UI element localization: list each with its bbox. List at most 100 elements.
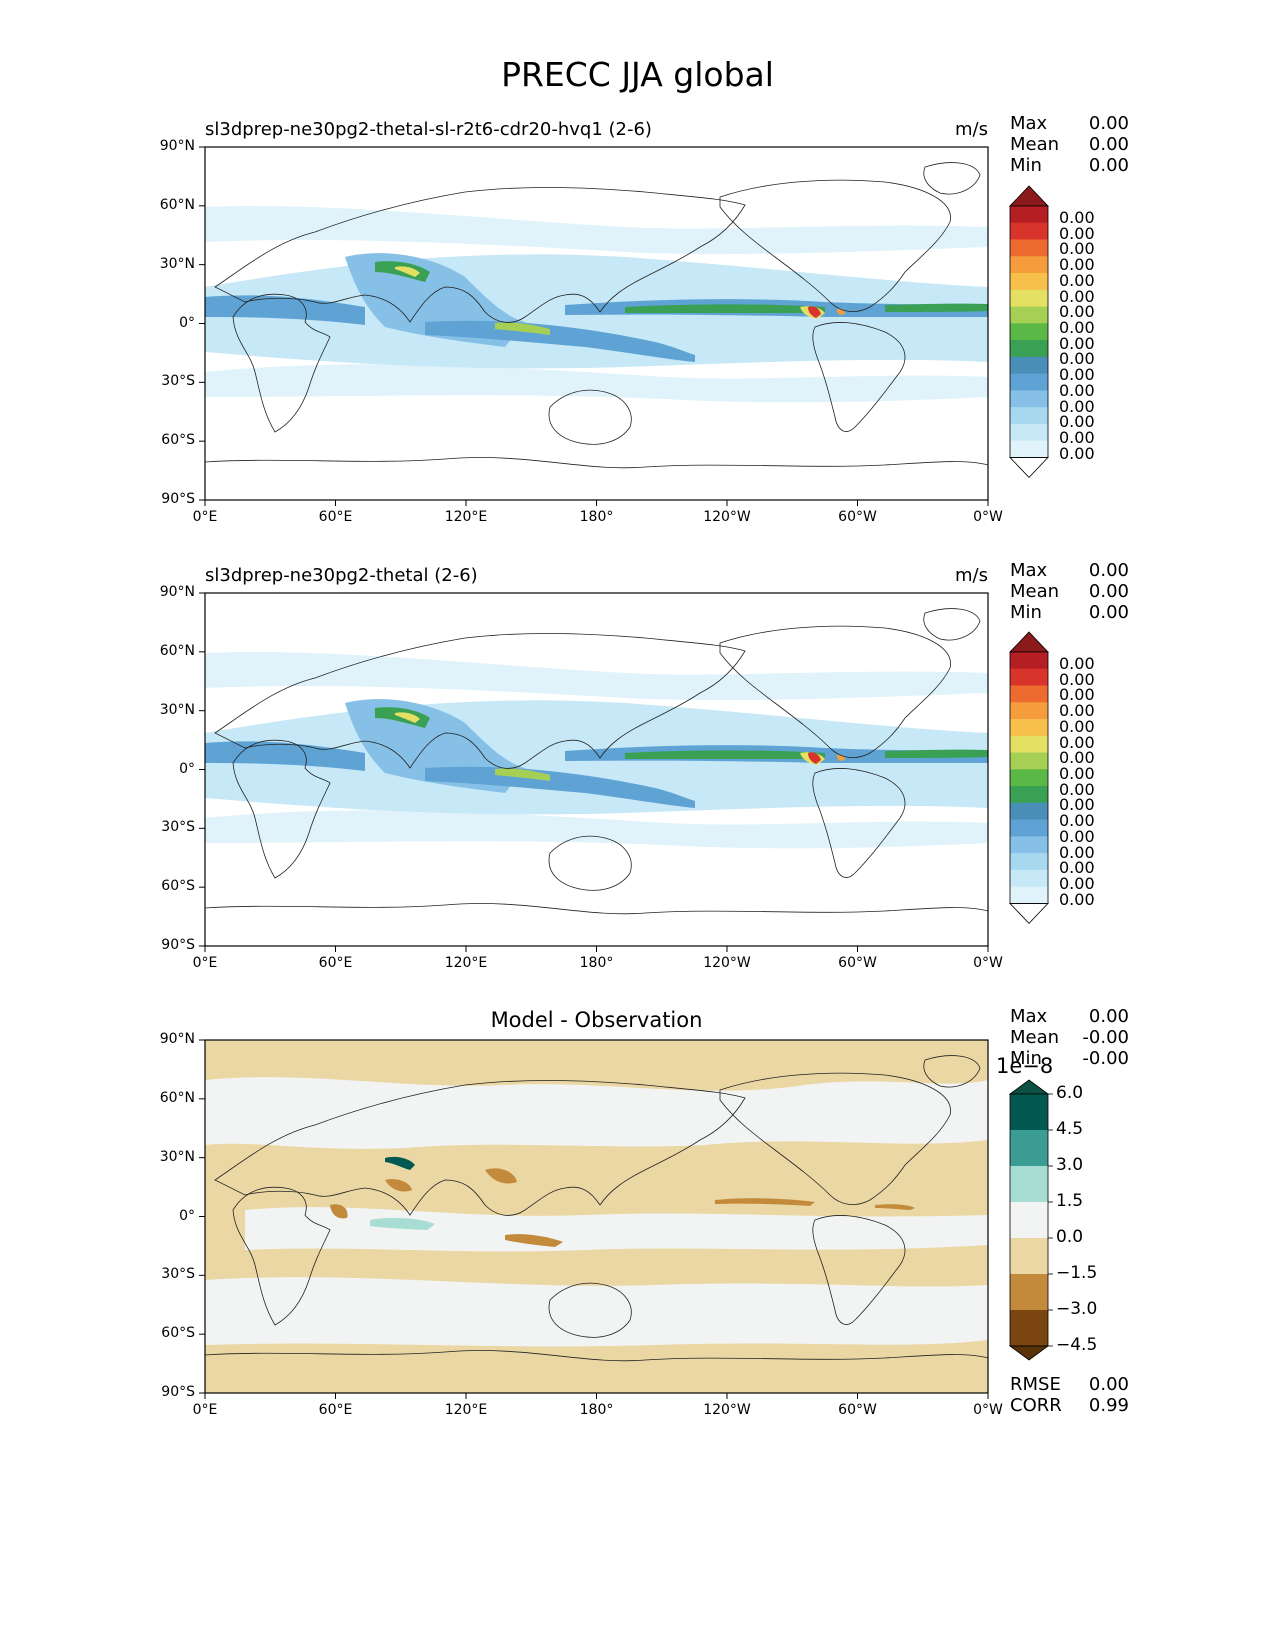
colorbar-label: 0.00 (1059, 779, 1095, 799)
panel1-mean-value: 0.00 (1088, 134, 1129, 155)
colorbar-segment (1010, 1166, 1048, 1203)
lon-tick-label: 60°W (838, 509, 877, 525)
colorbar-segment (1010, 802, 1048, 821)
colorbar-segment (1010, 769, 1048, 787)
colorbar-segment (1010, 222, 1048, 240)
lon-tick-label: 60°W (838, 1402, 877, 1418)
colorbar-segment (1010, 440, 1048, 458)
panel2-mean-label: Mean (1010, 581, 1060, 602)
colorbar-segment (1010, 869, 1048, 888)
lon-tick-label: 120°E (444, 509, 488, 525)
colorbar-label: 0.00 (1059, 763, 1095, 783)
colorbar-exponent: 1e−8 (996, 1054, 1054, 1078)
colorbar-label: 0.00 (1059, 653, 1095, 673)
colorbar-label: 0.00 (1059, 396, 1095, 416)
lat-tick-label: 60°S (161, 1325, 195, 1342)
colorbar-label: 0.00 (1059, 669, 1095, 689)
panel2-max-value: 0.00 (1088, 560, 1129, 581)
colorbar-label: 0.00 (1059, 443, 1095, 463)
lat-tick-label: 30°S (161, 819, 195, 836)
lat-tick-label: 60°S (161, 878, 195, 895)
colorbar-segment (1010, 752, 1048, 770)
colorbar-label: 0.00 (1059, 716, 1095, 736)
colorbar-label: 0.00 (1059, 732, 1095, 752)
colorbar-segment (1010, 886, 1048, 904)
panel3-title: Model - Observation (490, 1008, 703, 1032)
colorbar-label: 0.00 (1059, 270, 1095, 290)
colorbar-label: 0.0 (1056, 1227, 1084, 1247)
colorbar-segment (1010, 853, 1048, 871)
lon-tick-label: 180° (579, 509, 614, 525)
colorbar-segment (1010, 685, 1048, 703)
colorbar-segment (1010, 205, 1048, 224)
lon-tick-label: 60°E (318, 509, 353, 525)
panel3-min-label: Min (1010, 1048, 1042, 1069)
colorbar-label: 0.00 (1059, 811, 1095, 831)
figure-title: PRECC JJA global (501, 55, 774, 94)
colorbar-label: 4.5 (1056, 1119, 1084, 1139)
lat-tick-label: 30°S (161, 1266, 195, 1283)
colorbar-label: 1.5 (1056, 1191, 1084, 1211)
colorbar-segment (1010, 340, 1048, 358)
colorbar-label: 0.00 (1059, 255, 1095, 275)
colorbar-segment (1010, 239, 1048, 257)
lat-tick-label: 90°S (161, 491, 195, 507)
colorbar-segment (1010, 819, 1048, 837)
colorbar-segment (1010, 273, 1048, 291)
colorbar-segment (1010, 423, 1048, 442)
colorbar-segment (1010, 786, 1048, 804)
colorbar-label: 0.00 (1059, 428, 1095, 447)
panel2-min-value: 0.00 (1088, 602, 1129, 623)
lon-tick-label: 180° (579, 955, 614, 971)
lat-tick-label: 60°N (159, 196, 195, 213)
lon-tick-label: 0°W (973, 955, 1003, 971)
colorbar-label: 6.0 (1056, 1083, 1084, 1103)
panel3-mean-value: -0.00 (1082, 1027, 1129, 1048)
colorbar-label: 0.00 (1059, 858, 1095, 878)
colorbar-segment (1010, 256, 1048, 274)
colorbar-label: 0.00 (1059, 826, 1095, 846)
colorbar-label: 0.00 (1059, 365, 1095, 385)
panel1-title: sl3dprep-ne30pg2-thetal-sl-r2t6-cdr20-hv… (205, 119, 652, 140)
colorbar-segment (1010, 702, 1048, 720)
lon-tick-label: 120°E (444, 1402, 488, 1418)
lat-tick-label: 30°N (159, 1148, 195, 1165)
panel3-max-label: Max (1010, 1006, 1048, 1027)
colorbar-outline (1009, 1093, 1049, 1347)
colorbar-label: 0.00 (1059, 795, 1095, 815)
lon-tick-label: 120°W (703, 955, 751, 971)
colorbar-segment (1010, 373, 1048, 391)
rmse-label: RMSE (1010, 1374, 1061, 1395)
lon-tick-label: 0°E (192, 509, 218, 525)
lat-tick-label: 90°S (161, 1384, 195, 1400)
panel1-units: m/s (955, 119, 988, 140)
panel1-map (205, 147, 988, 500)
lat-tick-label: 0° (179, 760, 195, 777)
colorbar-segment (1010, 1094, 1048, 1131)
colorbar-label: −3.0 (1056, 1299, 1098, 1319)
panel3-colorbar (1008, 1079, 1053, 1361)
panel2-max-label: Max (1010, 560, 1048, 581)
lat-tick-label: 60°N (159, 1089, 195, 1106)
colorbar-label: −4.5 (1056, 1335, 1098, 1355)
colorbar-top-extend (1009, 631, 1049, 653)
panel3-min-value: -0.00 (1082, 1048, 1129, 1069)
colorbar-outline (1009, 205, 1049, 458)
panel3-mean-label: Mean (1010, 1027, 1060, 1048)
lat-tick-label: 0° (179, 314, 195, 331)
colorbar-outline (1009, 651, 1049, 904)
colorbar-bottom-extend (1008, 1345, 1050, 1361)
colorbar-label: 0.00 (1059, 685, 1095, 705)
colorbar-label: 0.00 (1059, 412, 1095, 432)
colorbar-label: 0.00 (1059, 380, 1095, 400)
lon-tick-label: 0°W (973, 1402, 1003, 1418)
panel2-mean-value: 0.00 (1088, 581, 1129, 602)
colorbar-segment (1010, 668, 1048, 686)
lat-tick-label: 0° (179, 1207, 195, 1224)
colorbar-segment (1010, 1202, 1048, 1239)
colorbar-label: 0.00 (1059, 842, 1095, 862)
colorbar-segment (1010, 836, 1048, 854)
lon-tick-label: 60°E (318, 1402, 353, 1418)
panel2-map (205, 593, 988, 946)
